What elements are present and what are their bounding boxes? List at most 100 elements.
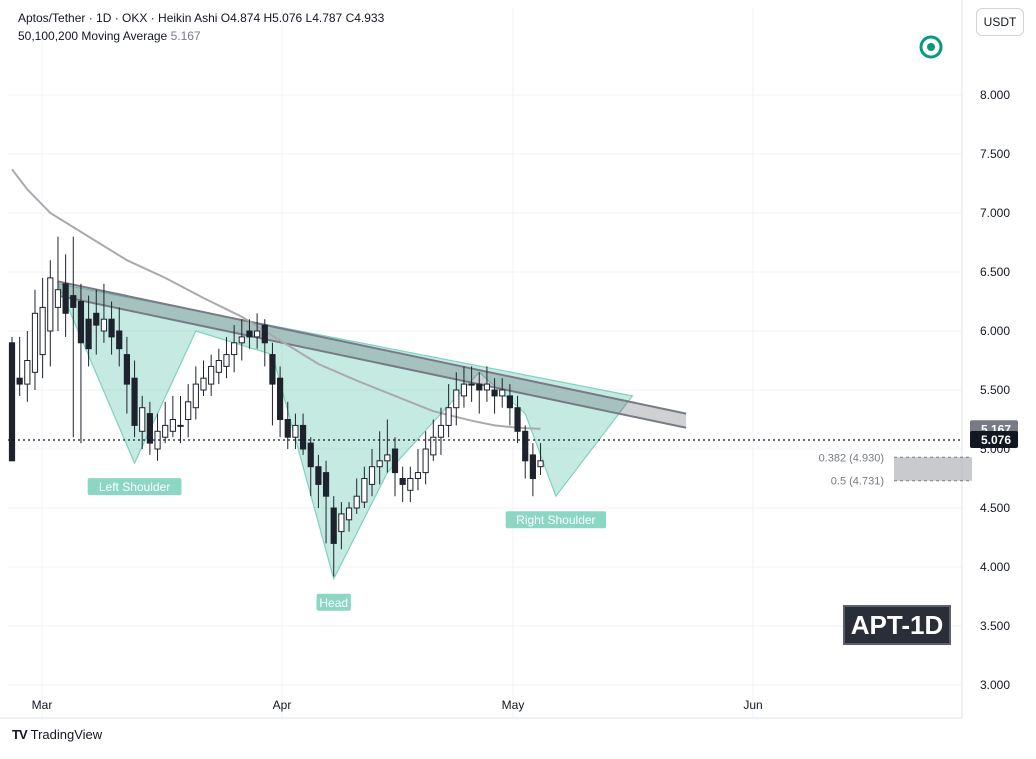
y-tick-label: 4.500 [980, 501, 1010, 515]
tradingview-logo-icon: TV [12, 727, 28, 742]
candle-body [376, 460, 383, 468]
pattern-label-box [505, 511, 607, 529]
candle-body [47, 277, 54, 332]
candle-body [54, 289, 62, 308]
candle-body [537, 460, 544, 468]
candle [93, 289, 100, 355]
candle [39, 277, 46, 379]
candle [468, 366, 475, 402]
candle [322, 460, 330, 544]
candle-body [139, 407, 146, 432]
close-label: C [345, 11, 355, 25]
candle [460, 366, 468, 408]
resistance-channel [57, 281, 687, 428]
y-tick-label: 3.500 [980, 619, 1010, 633]
pattern-label-text: Left Shoulder [99, 480, 170, 494]
candle-body [238, 336, 245, 344]
high-label: H [263, 11, 273, 25]
candle-body [499, 389, 506, 397]
candle-body [261, 324, 268, 344]
candle-body [422, 448, 429, 474]
candle-body [254, 330, 261, 338]
candle-body [246, 330, 253, 338]
ma-value: 5.167 [170, 29, 201, 43]
pattern-label-box [87, 478, 182, 496]
candle [476, 372, 483, 414]
candle [491, 378, 498, 414]
candle-body [407, 478, 414, 491]
candle [391, 437, 399, 497]
candle [177, 395, 184, 444]
candle-body [192, 383, 199, 409]
candle-body [177, 424, 184, 427]
y-tick-label: 5.500 [980, 383, 1010, 397]
candle [77, 283, 85, 444]
candle [453, 372, 460, 426]
candle [47, 260, 54, 367]
candle [123, 336, 131, 414]
candle [215, 348, 222, 385]
candle-body [345, 507, 353, 521]
symbol-header[interactable]: Aptos/Tether · 1D · OKX · Heikin Ashi O 4… [18, 11, 384, 25]
y-tick-label: 7.000 [980, 206, 1010, 220]
y-tick-label: 6.500 [980, 265, 1010, 279]
candle [299, 413, 307, 455]
candle-body [361, 478, 368, 503]
candle [85, 295, 92, 367]
indicator-header[interactable]: 50,100,200 Moving Average 5.167 [18, 29, 201, 43]
candle [269, 342, 276, 426]
candle-body [169, 419, 176, 432]
candle [116, 307, 123, 367]
price-label-text: 5.076 [981, 433, 1011, 447]
candle-body [491, 389, 498, 397]
candle-body [123, 354, 131, 385]
candle [24, 331, 31, 402]
candle-body [108, 318, 115, 338]
resistance-upper-line [57, 280, 687, 415]
candle [315, 454, 322, 508]
currency-button[interactable]: USDT [976, 8, 1024, 36]
open-label: O [220, 11, 231, 25]
candle [277, 366, 284, 438]
fib-level-label: 0.382 (4.930) [819, 452, 884, 464]
candle [368, 449, 376, 497]
candle [284, 401, 291, 449]
candle [238, 319, 245, 361]
candle-body [284, 419, 291, 438]
candle-body [185, 401, 192, 420]
pattern-label-text: Right Shoulder [516, 513, 595, 527]
candle-body [506, 395, 513, 409]
candle-body [437, 424, 445, 438]
candle [261, 319, 268, 367]
candle-body [522, 430, 529, 462]
candle [139, 395, 146, 449]
tradingview-brand: TradingView [30, 727, 103, 742]
candle-body [277, 377, 284, 421]
candle [162, 401, 169, 444]
candle [537, 443, 544, 475]
pattern-area [56, 282, 634, 581]
moving-average-line [11, 168, 541, 430]
candle-body [62, 283, 69, 314]
candle-body [116, 330, 123, 350]
y-tick-label: 3.000 [980, 678, 1010, 692]
live-indicator-icon [919, 35, 943, 59]
candle-body [70, 295, 77, 308]
candle-body [315, 466, 322, 485]
candle-body [368, 466, 376, 485]
candle [154, 413, 161, 461]
footer[interactable]: TV TradingView [12, 727, 102, 742]
candle-body [483, 383, 491, 391]
low-value: 4.787 [312, 11, 343, 25]
candle [514, 395, 521, 444]
candle [185, 384, 192, 438]
candle [8, 336, 16, 462]
symbol-title: Aptos/Tether · 1D · OKX · Heikin Ashi [18, 11, 218, 25]
candle-body [430, 436, 437, 456]
candle [292, 413, 299, 449]
candle [422, 431, 429, 485]
candle [31, 289, 39, 390]
candle-body [231, 342, 238, 356]
